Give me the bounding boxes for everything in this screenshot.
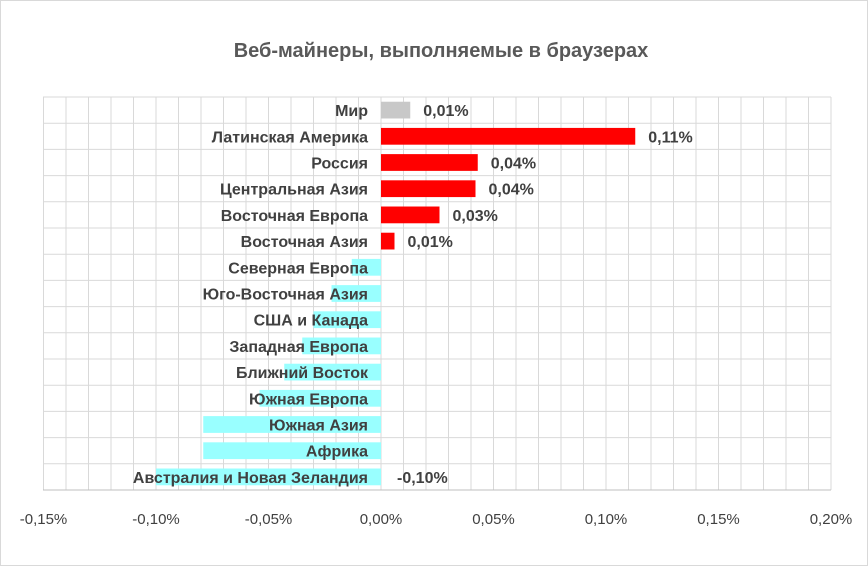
category-label: Восточная Европа bbox=[221, 208, 368, 225]
bar bbox=[381, 232, 395, 250]
x-tick-label: 0,15% bbox=[697, 511, 740, 528]
bar bbox=[203, 416, 381, 433]
data-label: 0,11% bbox=[648, 129, 692, 146]
bar bbox=[381, 154, 478, 171]
bar bbox=[156, 468, 381, 486]
bar bbox=[381, 180, 476, 198]
x-tick-label: 0,00% bbox=[360, 511, 403, 528]
bar bbox=[381, 127, 636, 145]
category-label: Африка bbox=[306, 444, 368, 461]
data-label: 0,03% bbox=[453, 208, 498, 225]
bar bbox=[381, 101, 411, 119]
bar bbox=[259, 389, 381, 407]
category-label: Ближний Восток bbox=[236, 365, 369, 382]
x-tick-label: -0,10% bbox=[132, 511, 180, 528]
tick-label-layer: -0,15% -0,10% -0,05% 0,00% 0,05% 0,10% 0,15% 0,… bbox=[20, 511, 853, 528]
data-label: 0,01% bbox=[423, 103, 468, 120]
grid-layer bbox=[43, 96, 832, 491]
bar bbox=[381, 206, 440, 224]
category-label: Россия bbox=[311, 156, 368, 173]
bar bbox=[302, 337, 381, 355]
bar-layer bbox=[156, 101, 636, 486]
x-tick-label: 0,20% bbox=[810, 511, 853, 528]
category-label: Австралия и Новая Зеландия bbox=[133, 470, 368, 487]
x-tick-label: -0,15% bbox=[20, 511, 68, 528]
category-label: Южная Азия bbox=[269, 418, 368, 435]
category-label: Восточная Азия bbox=[241, 234, 368, 251]
category-label-layer: Мир Латинская Америка Россия Центральная Аз… bbox=[133, 103, 369, 487]
chart-title: Веб-майнеры, выполняемые в браузерах bbox=[234, 40, 649, 62]
bar bbox=[331, 285, 381, 302]
data-label: 0,01% bbox=[408, 234, 453, 251]
category-label: Южная Европа bbox=[249, 391, 368, 408]
category-label: Юго-Восточная Азия bbox=[203, 287, 368, 304]
x-tick-label: -0,05% bbox=[245, 511, 293, 528]
data-label: 0,04% bbox=[489, 182, 534, 199]
bar bbox=[351, 258, 381, 276]
category-label: Западная Европа bbox=[229, 339, 368, 356]
x-tick-label: 0,05% bbox=[472, 511, 515, 528]
bar bbox=[203, 442, 381, 460]
bar bbox=[284, 363, 381, 381]
category-label: США и Канада bbox=[254, 313, 368, 330]
category-label: Латинская Америка bbox=[212, 129, 368, 146]
category-label: Мир bbox=[335, 103, 368, 120]
data-label-layer: 0,01%0,11%0,04%0,04%0,03%0,01%-0,10% bbox=[397, 103, 693, 487]
data-label: -0,10% bbox=[397, 470, 448, 487]
data-label: 0,04% bbox=[491, 156, 536, 173]
category-label: Северная Европа bbox=[228, 260, 368, 277]
x-tick-label: 0,10% bbox=[585, 511, 628, 528]
bar bbox=[313, 311, 381, 329]
category-label: Центральная Азия bbox=[220, 182, 368, 199]
